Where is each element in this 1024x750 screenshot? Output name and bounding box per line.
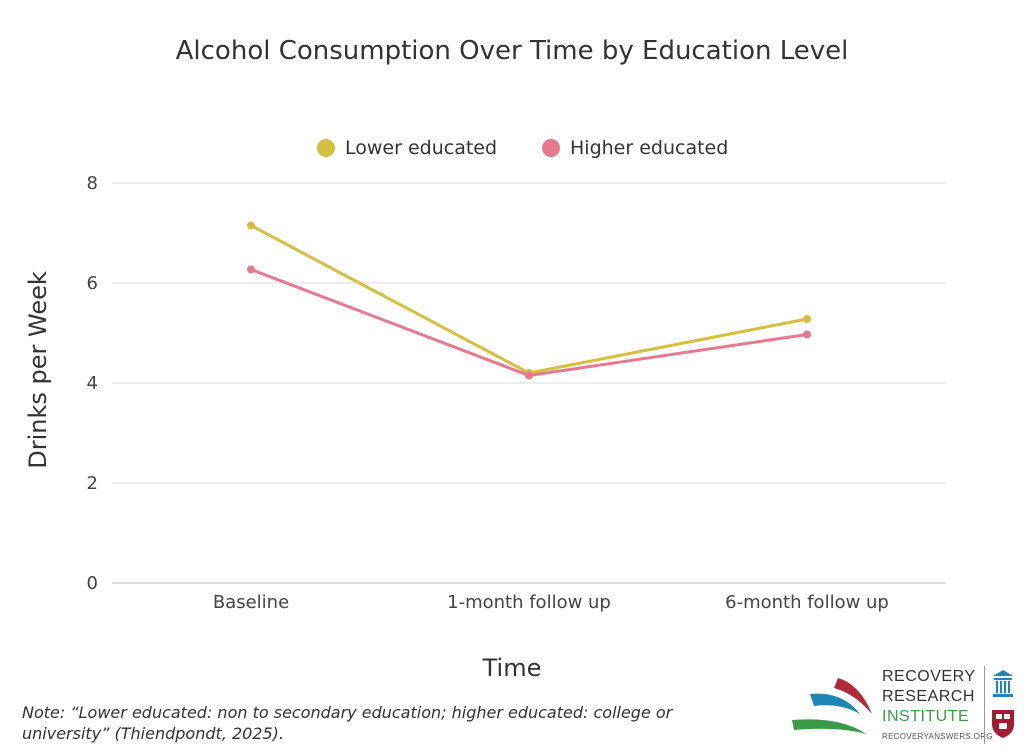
logo-text-research: RESEARCH (882, 688, 975, 705)
y-tick-label: 0 (87, 573, 98, 594)
logo-swoosh-icon (792, 678, 872, 734)
legend: Lower educated Higher educated (317, 137, 728, 159)
series-line-higher-educated (250, 268, 808, 377)
y-tick-label: 4 (87, 373, 98, 394)
x-axis-title: Time (482, 654, 542, 682)
data-point (247, 265, 255, 274)
series-layer (247, 221, 811, 380)
y-axis-ticks: 0 2 4 6 8 (87, 173, 98, 594)
legend-label: Lower educated (345, 137, 497, 159)
logo-text-institute: INSTITUTE (882, 708, 970, 725)
data-point (525, 371, 533, 380)
x-tick-label: 1-month follow up (447, 592, 611, 613)
x-tick-label: 6-month follow up (725, 592, 889, 613)
data-point (803, 330, 811, 339)
y-tick-label: 6 (87, 273, 98, 294)
chart-title: Alcohol Consumption Over Time by Educati… (175, 36, 849, 66)
mgh-building-icon (993, 670, 1013, 697)
recovery-research-institute-logo: RECOVERY RESEARCH INSTITUTE RECOVERYANSW… (790, 664, 1020, 748)
legend-label: Higher educated (570, 137, 728, 159)
x-axis-ticks: Baseline 1-month follow up 6-month follow … (213, 592, 889, 613)
gridlines (112, 182, 946, 584)
y-tick-label: 8 (87, 173, 98, 194)
series-line-lower-educated (250, 224, 808, 375)
logo-url: RECOVERYANSWERS.ORG (882, 732, 993, 741)
logo-text-recovery: RECOVERY (882, 668, 976, 685)
logo-divider (984, 666, 985, 744)
legend-marker (317, 139, 335, 157)
data-point (803, 315, 811, 323)
data-point (247, 221, 255, 230)
y-axis-title: Drinks per Week (24, 271, 52, 469)
x-tick-label: Baseline (213, 592, 289, 613)
harvard-shield-icon (992, 710, 1014, 738)
y-tick-label: 2 (87, 473, 98, 494)
footnote: Note: “Lower educated: non to secondary … (22, 703, 673, 743)
line-chart: 0 2 4 6 8 Baseline 1-month follow up 6-month f… (24, 137, 946, 682)
legend-marker (542, 139, 560, 157)
